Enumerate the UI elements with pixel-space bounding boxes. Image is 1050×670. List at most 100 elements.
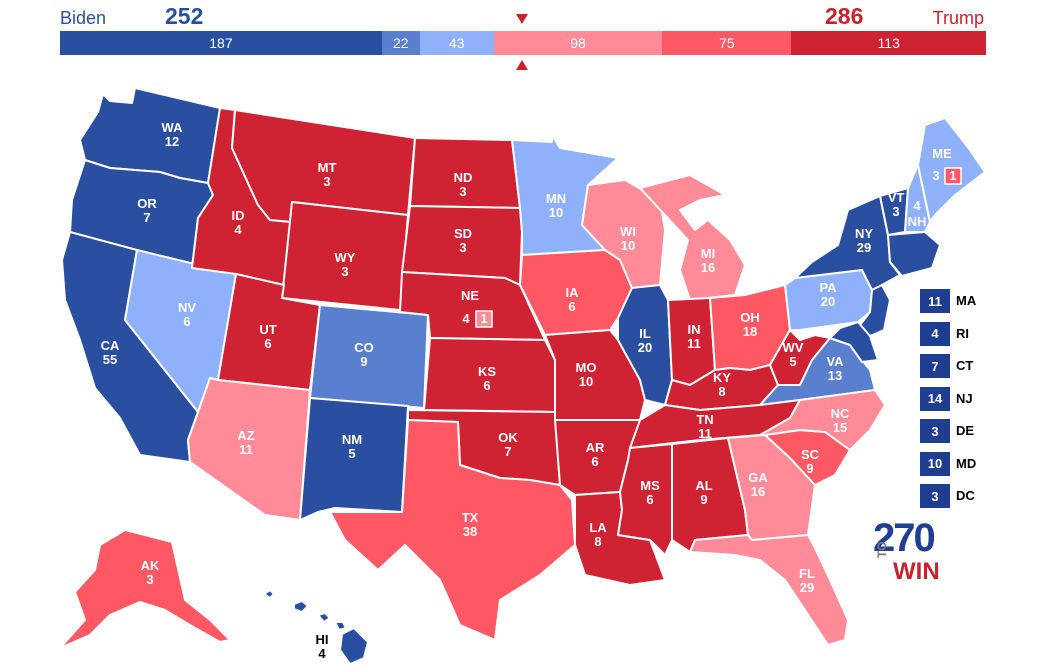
- state-ev-NE: 4: [462, 311, 470, 326]
- state-FL[interactable]: FL 29: [689, 534, 849, 646]
- threshold-marker-bottom: [516, 60, 528, 70]
- state-label-ID: ID: [232, 208, 245, 223]
- district-ev-NE: 1: [480, 311, 487, 326]
- state-label-VA: VA: [826, 354, 844, 369]
- state-ev-NM: 5: [348, 446, 355, 461]
- state-label-FL: FL: [799, 566, 815, 581]
- state-label-AK: AK: [141, 558, 160, 573]
- state-ev-IA: 6: [568, 299, 575, 314]
- bar-segment: 98: [493, 31, 663, 55]
- state-ev-NH: 4: [913, 198, 921, 213]
- state-ev-AL: 9: [700, 492, 707, 507]
- state-ev-WY: 3: [341, 264, 348, 279]
- state-ev-NY: 29: [857, 240, 871, 255]
- state-label-IN: IN: [688, 322, 701, 337]
- state-NC[interactable]: NC 15: [759, 389, 886, 451]
- small-state-ev-box: 4: [920, 321, 950, 346]
- state-ev-VA: 13: [828, 368, 842, 383]
- state-NM[interactable]: NM 5: [299, 397, 409, 521]
- state-ev-OH: 18: [743, 324, 757, 339]
- state-ev-IN: 11: [687, 336, 701, 351]
- state-label-SC: SC: [801, 447, 820, 462]
- state-KY[interactable]: KY 8: [664, 364, 779, 411]
- small-state-MD[interactable]: 10 MD: [920, 451, 1000, 476]
- state-PA[interactable]: PA 20: [784, 269, 873, 331]
- tally-header: Biden 252 286 Trump 187 22 43 98 75 113: [0, 0, 1050, 80]
- state-label-NH: NH: [908, 214, 927, 229]
- district-box-ME[interactable]: [944, 167, 962, 185]
- small-state-RI[interactable]: 4 RI: [920, 321, 1000, 346]
- state-MD-DE-shape[interactable]: [829, 321, 879, 363]
- state-label-GA: GA: [748, 470, 768, 485]
- state-AZ[interactable]: AZ 11: [187, 377, 311, 521]
- state-CO[interactable]: CO 9: [309, 304, 429, 409]
- small-state-abbr: CT: [956, 358, 974, 373]
- state-ev-WA: 12: [165, 134, 179, 149]
- state-SC[interactable]: SC 9: [764, 429, 851, 486]
- logo-win: WIN: [893, 558, 940, 585]
- state-MO[interactable]: MO 10: [544, 329, 646, 421]
- state-NH[interactable]: 4 NH: [904, 164, 931, 233]
- state-label-WA: WA: [162, 120, 184, 135]
- small-state-CT[interactable]: 7 CT: [920, 354, 1000, 378]
- bar-segment: 113: [791, 31, 986, 55]
- state-ND[interactable]: ND 3: [409, 137, 521, 209]
- bar-segment: 43: [419, 31, 494, 55]
- state-ev-KY: 8: [718, 384, 725, 399]
- small-state-DC[interactable]: 3 DC: [920, 484, 1000, 508]
- state-label-WI: WI: [620, 224, 636, 239]
- state-label-MT: MT: [318, 160, 337, 175]
- state-ev-MT: 3: [323, 174, 330, 189]
- state-label-NY: NY: [855, 226, 873, 241]
- state-label-TX: TX: [462, 510, 479, 525]
- small-state-ev-box: 10: [920, 451, 950, 476]
- small-state-DE[interactable]: 3 DE: [920, 419, 1000, 443]
- state-ev-WI: 10: [621, 238, 635, 253]
- state-ev-LA: 8: [594, 534, 601, 549]
- state-label-OK: OK: [498, 430, 518, 445]
- state-label-OR: OR: [137, 196, 157, 211]
- electoral-vote-bar: 187 22 43 98 75 113: [60, 31, 986, 55]
- state-ev-PA: 20: [821, 294, 835, 309]
- state-ev-KS: 6: [483, 378, 490, 393]
- state-NJ-shape[interactable]: [859, 284, 891, 337]
- state-HI[interactable]: HI 4: [263, 589, 369, 665]
- state-label-OH: OH: [740, 310, 760, 325]
- state-NY[interactable]: NY 29: [794, 195, 901, 291]
- state-IN[interactable]: IN 11: [667, 297, 716, 386]
- us-map: WA 12 OR 7 CA 55 NV 6 ID 4 MT 3 WY 3 UT …: [59, 87, 986, 665]
- state-AK[interactable]: AK 3: [59, 529, 231, 649]
- state-label-NE: NE: [461, 288, 479, 303]
- state-MI[interactable]: MI 16: [639, 174, 746, 301]
- state-ev-VT: 3: [892, 204, 899, 219]
- state-ev-CA: 55: [103, 352, 117, 367]
- state-label-WY: WY: [335, 250, 356, 265]
- state-ev-CO: 9: [360, 354, 367, 369]
- state-KS[interactable]: KS 6: [423, 337, 556, 413]
- state-IL[interactable]: IL 20: [617, 284, 673, 406]
- state-ev-GA: 16: [751, 484, 765, 499]
- state-LA[interactable]: LA 8: [574, 491, 666, 586]
- state-ev-MO: 10: [579, 374, 593, 389]
- 270towin-logo[interactable]: 270 TO WIN: [873, 516, 943, 586]
- state-ev-MN: 10: [549, 205, 563, 220]
- state-label-IL: IL: [639, 326, 651, 341]
- state-ev-SC: 9: [806, 461, 813, 476]
- state-WY[interactable]: WY 3: [281, 201, 409, 311]
- state-label-MN: MN: [546, 191, 566, 206]
- state-MS[interactable]: MS 6: [617, 443, 673, 556]
- small-state-ev-box: 14: [920, 386, 950, 411]
- state-label-ME: ME: [932, 146, 952, 161]
- state-ev-OR: 7: [143, 210, 150, 225]
- small-state-abbr: MD: [956, 455, 977, 471]
- small-state-MA[interactable]: 11 MA: [920, 289, 1000, 313]
- district-box-NE[interactable]: [475, 310, 493, 328]
- state-TX[interactable]: TX 38: [329, 419, 576, 641]
- small-state-NJ[interactable]: 14 NJ: [920, 386, 1000, 411]
- biden-label: Biden: [60, 8, 107, 28]
- state-new-england-south[interactable]: [887, 231, 941, 277]
- state-VT[interactable]: VT 3: [879, 187, 909, 236]
- state-ev-NV: 6: [183, 314, 190, 329]
- state-label-AR: AR: [586, 440, 605, 455]
- state-label-MI: MI: [701, 246, 715, 261]
